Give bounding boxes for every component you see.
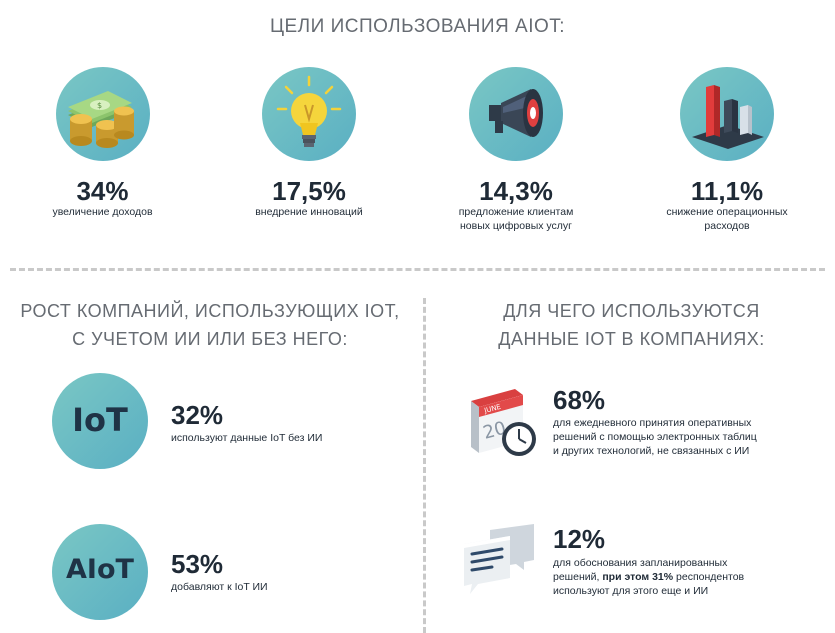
chat-bubbles-icon <box>464 524 534 594</box>
growth-title-line1: РОСТ КОМПАНИЙ, ИСПОЛЬЗУЮЩИХ IOT, <box>20 301 400 321</box>
usage-caption-2-line3: используют для этого еще и ИИ <box>553 585 709 597</box>
iot-value: 32% <box>171 400 224 430</box>
goal-value-2: 17,5% <box>272 176 346 206</box>
goal-caption-2: внедрение инноваций <box>226 205 392 219</box>
iot-caption: используют данные IoT без ИИ <box>171 432 323 444</box>
usage-caption-1: для ежедневного принятия оперативных реш… <box>553 416 833 458</box>
aiot-value: 53% <box>171 549 224 579</box>
usage-title: ДЛЯ ЧЕГО ИСПОЛЬЗУЮТСЯ ДАННЫЕ IOT В КОМПА… <box>428 297 835 353</box>
aiot-circle: AIoT <box>52 524 148 620</box>
svg-text:$: $ <box>97 101 102 110</box>
goal-circle-4 <box>680 67 774 161</box>
goal-caption-2-line1: внедрение инноваций <box>255 206 363 218</box>
goal-circle-1: $ <box>56 67 150 161</box>
usage-caption-2-line2: решений, при этом 31% респондентов <box>553 570 833 584</box>
lightbulb-icon <box>276 75 342 147</box>
goal-circle-3 <box>469 67 563 161</box>
bar-chart-icon <box>692 85 764 149</box>
megaphone-icon <box>489 89 543 137</box>
goal-caption-3-line1: предложение клиентам <box>458 206 574 218</box>
goal-caption-3: предложение клиентам новых цифровых услу… <box>432 205 600 233</box>
growth-title: РОСТ КОМПАНИЙ, ИСПОЛЬЗУЮЩИХ IOT, С УЧЕТО… <box>0 297 420 353</box>
iot-badge-text: IoT <box>72 401 128 439</box>
goal-value-4: 11,1% <box>690 176 764 206</box>
usage-caption-2-line1: для обоснования запланированных <box>553 557 728 569</box>
goal-caption-1-line1: увеличение доходов <box>52 206 153 218</box>
vertical-divider <box>423 298 426 633</box>
aiot-badge-text: AIoT <box>66 554 134 585</box>
aiot-caption: добавляют к IoT ИИ <box>171 581 268 593</box>
usage-caption-1-line3: и других технологий, не связанных с ИИ <box>553 445 750 457</box>
goal-caption-4-line2: расходов <box>704 220 750 232</box>
iot-circle: IoT <box>52 373 148 469</box>
goal-caption-1: увеличение доходов <box>20 205 185 219</box>
usage-caption-1-line1: для ежедневного принятия оперативных <box>553 417 752 429</box>
usage-value-1: 68% <box>553 385 606 415</box>
usage-caption-1-line2: решений с помощью электронных таблиц <box>553 431 757 443</box>
usage-value-2: 12% <box>553 524 606 554</box>
horizontal-divider <box>10 268 825 271</box>
usage-title-line2: ДАННЫЕ IOT В КОМПАНИЯХ: <box>498 329 765 349</box>
usage-caption-2: для обоснования запланированных решений,… <box>553 556 833 598</box>
growth-title-line2: С УЧЕТОМ ИИ ИЛИ БЕЗ НЕГО: <box>72 329 348 349</box>
calendar-clock-icon: JUNE 20 <box>471 389 536 456</box>
money-coins-icon: $ <box>68 91 134 148</box>
goal-caption-4: снижение операционных расходов <box>643 205 811 233</box>
goal-value-1: 34% <box>76 176 129 206</box>
goal-value-3: 14,3% <box>479 176 553 206</box>
usage-caption-2-line2-prefix: решений, <box>553 571 603 583</box>
usage-title-line1: ДЛЯ ЧЕГО ИСПОЛЬЗУЮТСЯ <box>503 301 760 321</box>
goal-caption-4-line1: снижение операционных <box>666 206 788 218</box>
goal-caption-3-line2: новых цифровых услуг <box>459 220 572 232</box>
goals-title: ЦЕЛИ ИСПОЛЬЗОВАНИЯ AIOT: <box>269 16 566 37</box>
usage-caption-2-line2-bold: при этом 31% <box>602 571 674 583</box>
goal-circle-2 <box>262 67 356 161</box>
usage-caption-2-line2-suffix: респондентов <box>673 571 745 583</box>
